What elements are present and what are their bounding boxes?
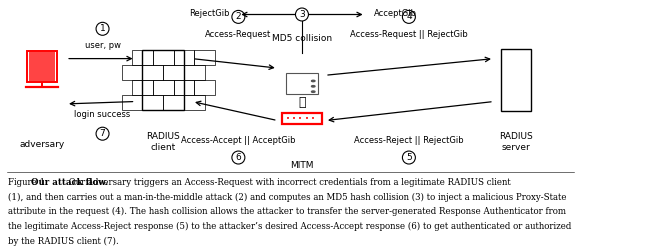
Bar xyxy=(184,95,205,110)
Text: 6: 6 xyxy=(235,153,241,162)
Bar xyxy=(122,95,143,110)
Text: 5: 5 xyxy=(406,153,411,162)
Text: •: • xyxy=(305,116,308,122)
Text: •: • xyxy=(311,116,315,122)
Text: 1: 1 xyxy=(100,24,106,33)
Text: Figure 1:: Figure 1: xyxy=(8,178,51,187)
Text: Access-Request || RejectGib: Access-Request || RejectGib xyxy=(350,30,468,39)
Bar xyxy=(143,65,163,80)
Bar xyxy=(184,65,205,80)
Text: the legitimate Access-Reject response (5) to the attacker’s desired Access-Accep: the legitimate Access-Reject response (5… xyxy=(8,222,572,231)
Text: •: • xyxy=(286,116,290,122)
Text: MD5 collision: MD5 collision xyxy=(272,34,332,43)
Text: AcceptGib: AcceptGib xyxy=(374,9,417,18)
Text: MITM: MITM xyxy=(290,161,314,170)
Text: by the RADIUS client (7).: by the RADIUS client (7). xyxy=(8,237,119,246)
Text: user, pw: user, pw xyxy=(84,41,121,50)
Bar xyxy=(153,80,174,95)
FancyBboxPatch shape xyxy=(286,73,318,94)
Text: (1), and then carries out a man-in-the-middle attack (2) and computes an MD5 has: (1), and then carries out a man-in-the-m… xyxy=(8,193,567,202)
Bar xyxy=(163,65,184,80)
Bar xyxy=(282,113,322,124)
Text: RejectGib: RejectGib xyxy=(189,9,229,18)
Text: RADIUS
server: RADIUS server xyxy=(499,132,533,152)
Bar xyxy=(153,50,174,65)
Bar xyxy=(194,50,215,65)
Text: 🔥: 🔥 xyxy=(298,95,306,109)
Text: 2: 2 xyxy=(236,12,241,21)
Text: 4: 4 xyxy=(406,12,411,21)
FancyBboxPatch shape xyxy=(27,51,57,82)
Text: RADIUS
client: RADIUS client xyxy=(146,132,180,152)
Bar xyxy=(163,95,184,110)
Text: login success: login success xyxy=(75,110,131,119)
Bar xyxy=(194,80,215,95)
Text: •: • xyxy=(298,116,302,122)
Text: attribute in the request (4). The hash collision allows the attacker to transfer: attribute in the request (4). The hash c… xyxy=(8,207,566,217)
Bar xyxy=(174,80,194,95)
Circle shape xyxy=(312,86,315,87)
Text: •: • xyxy=(292,116,296,122)
Text: Our attack flow.: Our attack flow. xyxy=(30,178,108,187)
Text: 7: 7 xyxy=(100,129,106,138)
Bar xyxy=(132,50,153,65)
Text: Our adversary triggers an Access-Request with incorrect credentials from a legit: Our adversary triggers an Access-Request… xyxy=(66,178,511,187)
Bar xyxy=(143,50,184,110)
Text: 3: 3 xyxy=(299,10,305,19)
Bar xyxy=(132,80,153,95)
Text: adversary: adversary xyxy=(19,140,64,149)
Text: Access-Reject || RejectGib: Access-Reject || RejectGib xyxy=(354,136,464,145)
Circle shape xyxy=(312,91,315,93)
Bar xyxy=(174,50,194,65)
Circle shape xyxy=(312,80,315,82)
Bar xyxy=(501,49,531,111)
Text: Access-Request: Access-Request xyxy=(205,30,272,39)
Bar xyxy=(143,95,163,110)
Bar xyxy=(122,65,143,80)
Text: Access-Accept || AcceptGib: Access-Accept || AcceptGib xyxy=(181,136,295,145)
FancyBboxPatch shape xyxy=(29,52,54,82)
